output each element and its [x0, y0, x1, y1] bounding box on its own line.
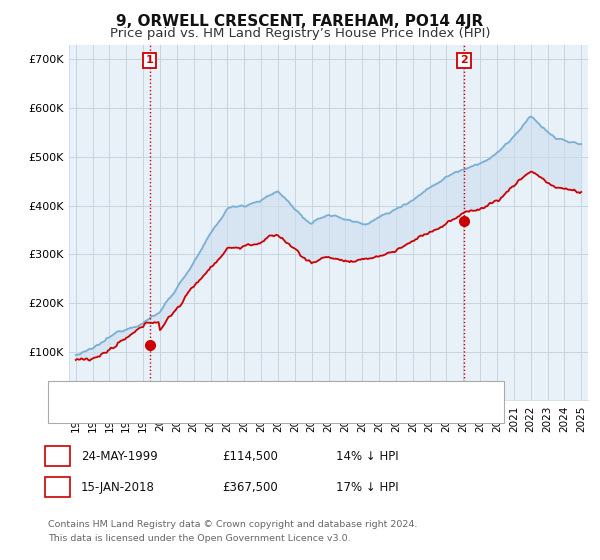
Text: 1: 1: [53, 450, 62, 463]
Text: 2: 2: [460, 55, 468, 66]
Text: 9, ORWELL CRESCENT, FAREHAM, PO14 4JR (detached house): 9, ORWELL CRESCENT, FAREHAM, PO14 4JR (d…: [81, 387, 419, 397]
Text: HPI: Average price, detached house, Fareham: HPI: Average price, detached house, Fare…: [81, 407, 331, 417]
Text: ——: ——: [57, 406, 82, 419]
Text: 2: 2: [53, 480, 62, 494]
Text: 1: 1: [146, 55, 154, 66]
Text: 17% ↓ HPI: 17% ↓ HPI: [336, 480, 398, 494]
Text: ——: ——: [57, 386, 82, 399]
Text: 14% ↓ HPI: 14% ↓ HPI: [336, 450, 398, 463]
Text: 9, ORWELL CRESCENT, FAREHAM, PO14 4JR: 9, ORWELL CRESCENT, FAREHAM, PO14 4JR: [116, 14, 484, 29]
Text: £367,500: £367,500: [222, 480, 278, 494]
Text: £114,500: £114,500: [222, 450, 278, 463]
Text: Price paid vs. HM Land Registry’s House Price Index (HPI): Price paid vs. HM Land Registry’s House …: [110, 27, 490, 40]
Text: 15-JAN-2018: 15-JAN-2018: [81, 480, 155, 494]
Text: 24-MAY-1999: 24-MAY-1999: [81, 450, 158, 463]
Text: This data is licensed under the Open Government Licence v3.0.: This data is licensed under the Open Gov…: [48, 534, 350, 543]
Text: Contains HM Land Registry data © Crown copyright and database right 2024.: Contains HM Land Registry data © Crown c…: [48, 520, 418, 529]
